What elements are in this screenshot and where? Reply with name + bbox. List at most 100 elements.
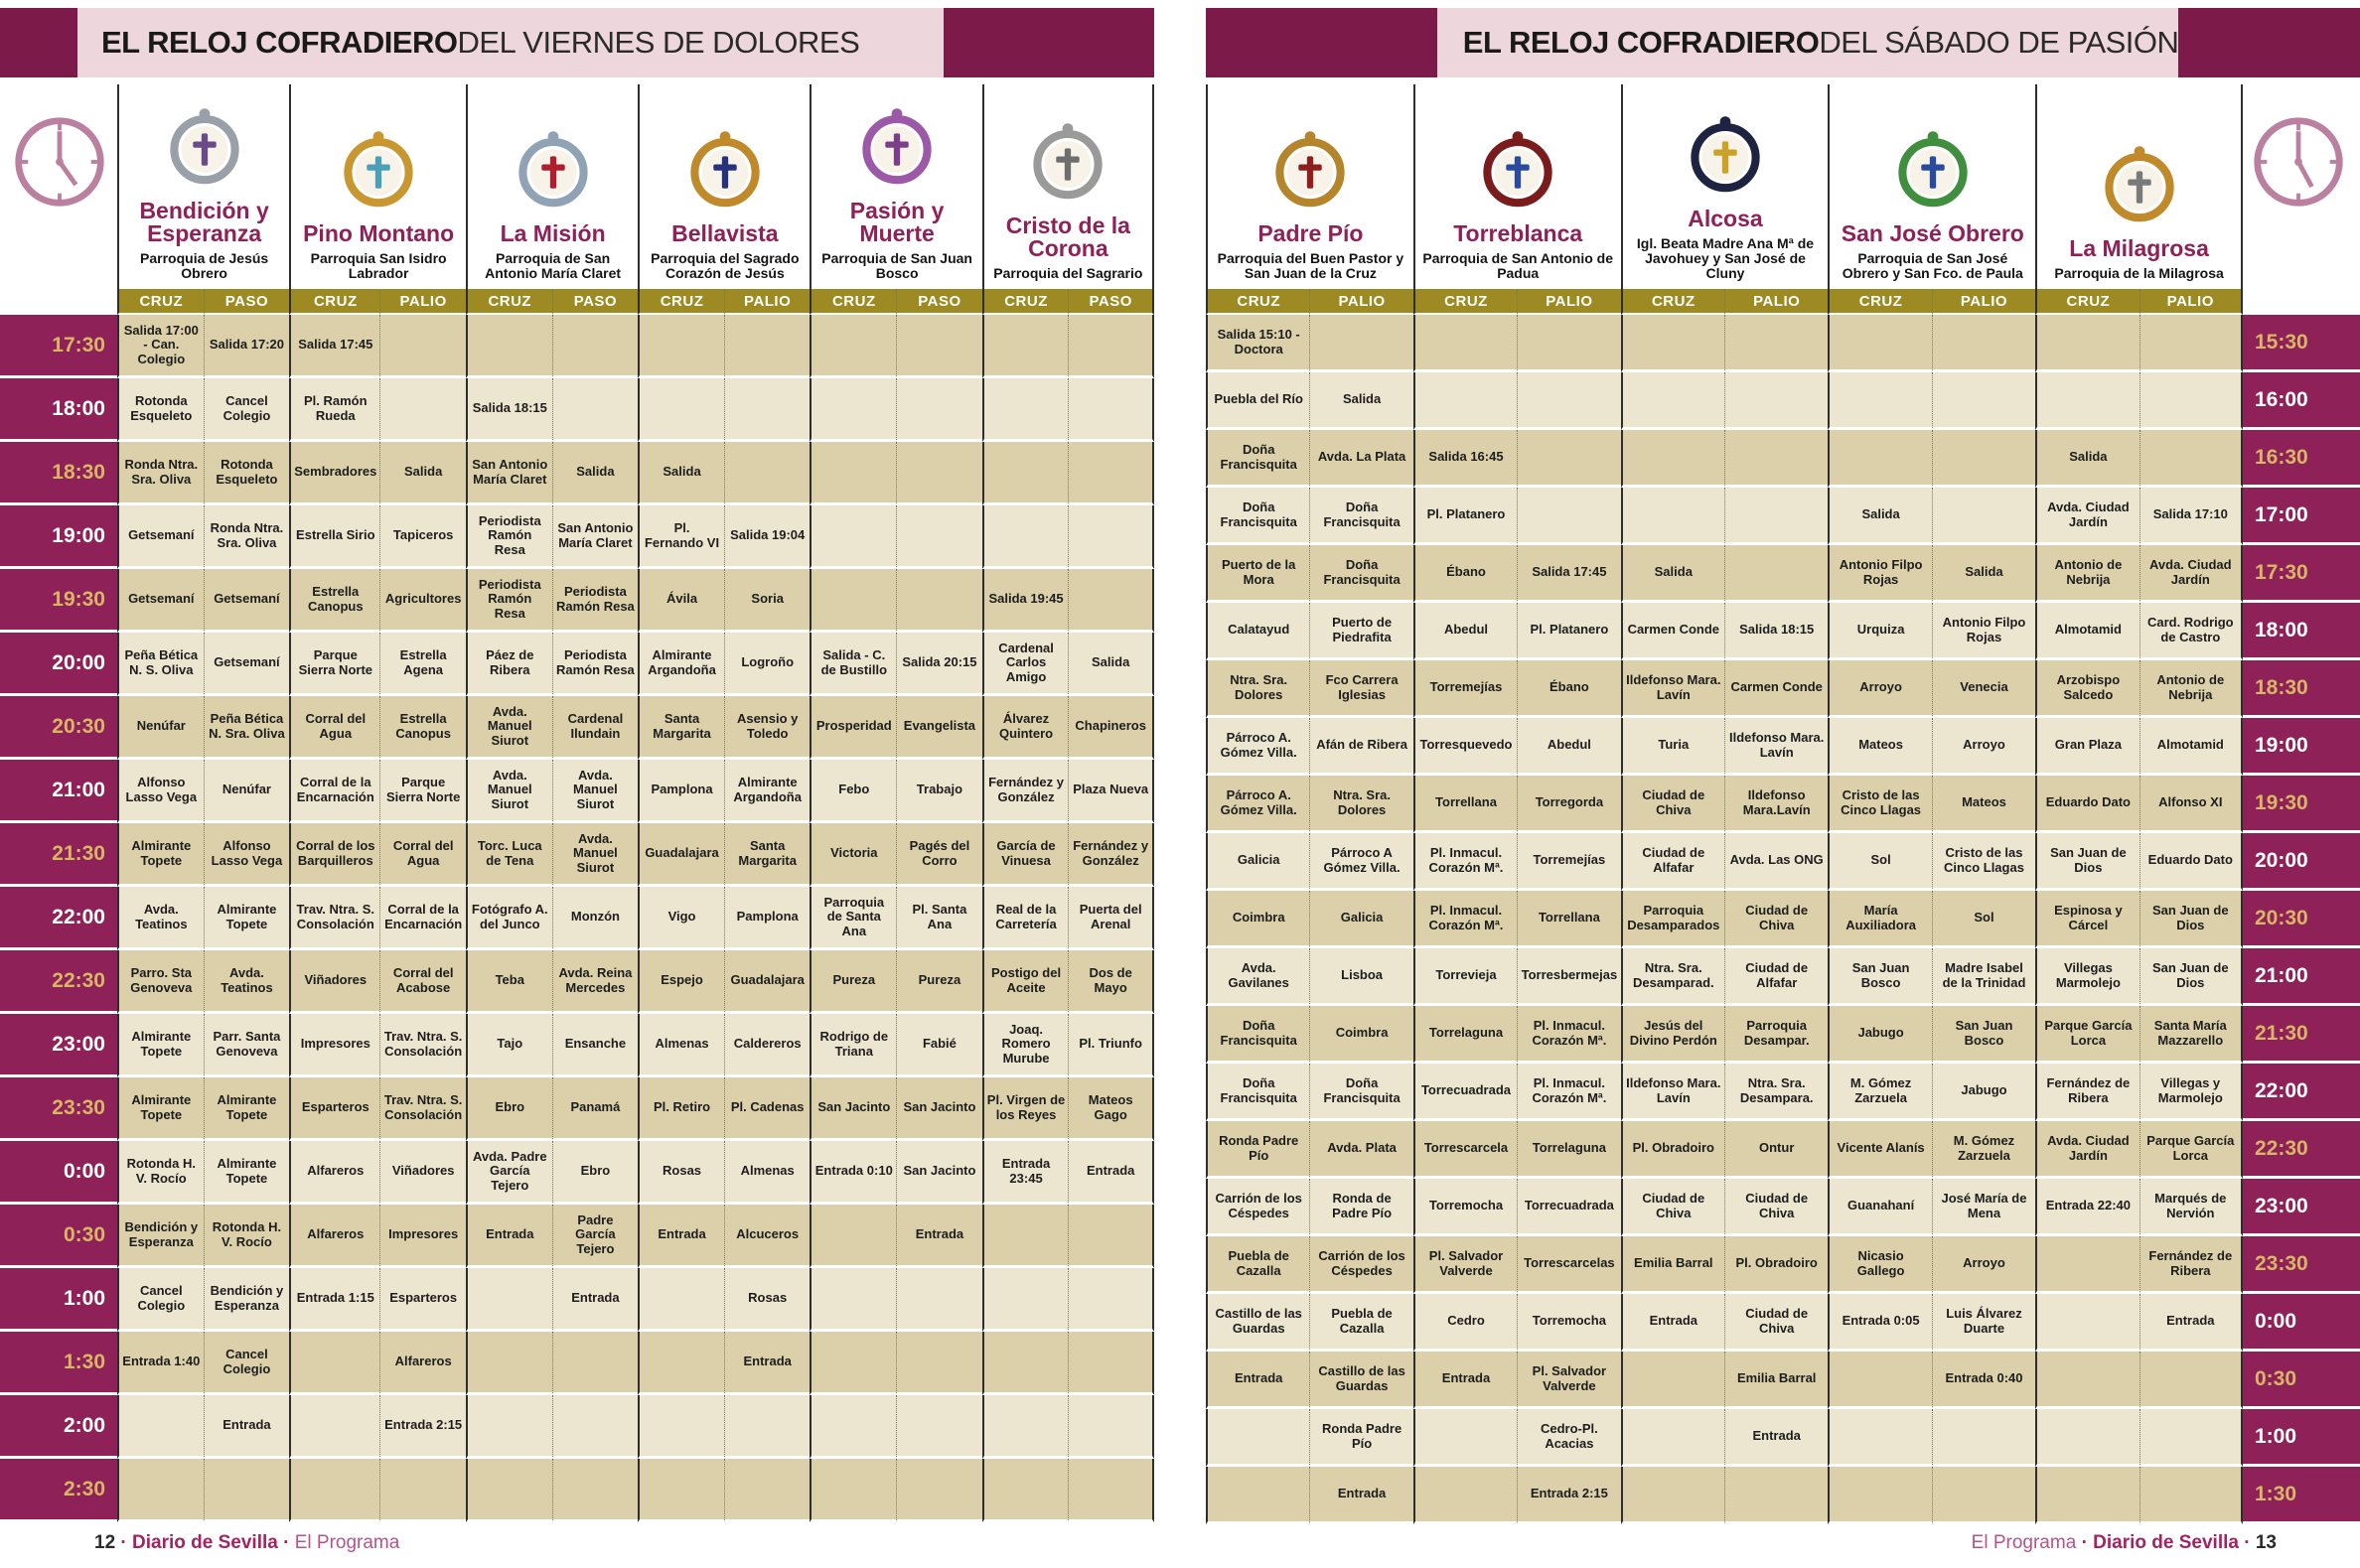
schedule-cell: Torresbermejas bbox=[1517, 948, 1621, 1006]
schedule-cell: Pagés del Corro bbox=[896, 823, 982, 887]
schedule-cell: Caldereros bbox=[723, 1014, 811, 1077]
schedule-cell: Getsemaní bbox=[117, 505, 204, 569]
schedule-cell bbox=[1724, 1467, 1829, 1524]
schedule-cell: Salida bbox=[551, 442, 639, 505]
schedule-cell: María Auxiliadora bbox=[1828, 891, 1932, 948]
schedule-cell: Avda. La Plata bbox=[1309, 430, 1413, 488]
schedule-cell: Salida bbox=[638, 442, 724, 505]
time-column-spacer bbox=[0, 289, 117, 315]
schedule-cell: Entrada bbox=[1620, 1294, 1724, 1352]
time-cell: 0:30 bbox=[2243, 1352, 2360, 1409]
schedule-cell: Rosas bbox=[723, 1268, 811, 1332]
schedule-cell: Arzobispo Salcedo bbox=[2035, 660, 2139, 718]
schedule-cell: Avda. Ciudad Jardín bbox=[2035, 488, 2139, 545]
hermandad-name: Bendición y Esperanza bbox=[139, 197, 269, 247]
schedule-cell: Torremejías bbox=[1517, 833, 1621, 891]
time-cell: 17:30 bbox=[2243, 545, 2360, 603]
schedule-cell: Parque Sierra Norte bbox=[379, 760, 466, 823]
schedule-cell bbox=[1931, 315, 2036, 372]
time-cell: 22:30 bbox=[2243, 1121, 2360, 1179]
section-name: El Programa bbox=[294, 1532, 400, 1553]
schedule-cell: Abedul bbox=[1412, 603, 1518, 660]
schedule-cell: Pl. Santa Ana bbox=[896, 887, 982, 950]
schedule-cell: Cedro bbox=[1412, 1294, 1518, 1352]
schedule-cell: Pl. Cadenas bbox=[723, 1077, 811, 1141]
schedule-cell: Getsemaní bbox=[203, 633, 290, 696]
schedule-cell: Almirante Topete bbox=[117, 823, 204, 887]
schedule-cell: Pl. Inmacul. Corazón Mª. bbox=[1517, 1064, 1621, 1121]
schedule-cell bbox=[2035, 1467, 2139, 1524]
schedule-cell bbox=[896, 1268, 982, 1332]
schedule-cell: Entrada 1:40 bbox=[117, 1332, 204, 1395]
schedule-cell bbox=[551, 378, 639, 442]
schedule-cell: Salida 17:10 bbox=[2139, 488, 2243, 545]
schedule-cell: Torrellana bbox=[1517, 891, 1621, 948]
schedule-cell: Entrada bbox=[896, 1205, 982, 1268]
parish-name: Igl. Beata Madre Ana Mª de Javohuey y Sa… bbox=[1636, 234, 1815, 281]
subcol-header: PALIO bbox=[1309, 289, 1413, 315]
schedule-cell: Cardenal Ilundain bbox=[551, 696, 639, 760]
crest-icon bbox=[1265, 124, 1355, 218]
schedule-cell: Victoria bbox=[810, 823, 897, 887]
schedule-cell: Viñadores bbox=[379, 1141, 466, 1205]
parish-name: Parroquia de Jesús Obrero bbox=[140, 249, 269, 281]
schedule-cell bbox=[379, 378, 466, 442]
page-title-rest: DEL VIERNES DE DOLORES bbox=[457, 25, 860, 60]
schedule-cell: Salida bbox=[2035, 430, 2139, 488]
subcol-header: CRUZ bbox=[1828, 289, 1932, 315]
time-cell: 21:00 bbox=[0, 760, 117, 823]
schedule-cell: Puebla del Río bbox=[1206, 372, 1310, 430]
schedule-cell: Ciudad de Chiva bbox=[1724, 1294, 1829, 1352]
table-area-right: Padre Pío Parroquia del Buen Pastor y San… bbox=[1206, 84, 2360, 1524]
schedule-cell: Alcuceros bbox=[723, 1205, 811, 1268]
schedule-cell: Entrada bbox=[1309, 1467, 1413, 1524]
schedule-cell: Peña Bética N. Sra. Oliva bbox=[203, 696, 290, 760]
schedule-cell: Avda. Reina Mercedes bbox=[551, 950, 639, 1014]
time-cell: 16:30 bbox=[2243, 430, 2360, 488]
crest-icon bbox=[852, 101, 942, 196]
time-cell: 2:30 bbox=[0, 1459, 117, 1522]
schedule-cell bbox=[2035, 1236, 2139, 1294]
schedule-cell: Impresores bbox=[379, 1205, 466, 1268]
schedule-cell: Emilia Barral bbox=[1620, 1236, 1724, 1294]
schedule-cell: Guanahaní bbox=[1828, 1179, 1932, 1236]
schedule-cell: Alfareros bbox=[379, 1332, 466, 1395]
crest-icon bbox=[1473, 124, 1562, 218]
schedule-cell bbox=[896, 1395, 982, 1459]
schedule-cell: Almirante Argandoña bbox=[638, 633, 724, 696]
schedule-cell: Corral del Acabose bbox=[379, 950, 466, 1014]
schedule-cell: San Juan de Dios bbox=[2035, 833, 2139, 891]
schedule-cell: Ciudad de Chiva bbox=[1724, 1179, 1829, 1236]
schedule-cell bbox=[1206, 1409, 1310, 1467]
schedule-cell bbox=[289, 1332, 380, 1395]
footer-separator: · bbox=[283, 1532, 295, 1553]
schedule-cell bbox=[1517, 315, 1621, 372]
schedule-cell: Calatayud bbox=[1206, 603, 1310, 660]
schedule-cell bbox=[1931, 488, 2036, 545]
schedule-cell: Estrella Agena bbox=[379, 633, 466, 696]
schedule-cell: Avda. Manuel Siurot bbox=[465, 760, 552, 823]
schedule-cell: Real de la Carretería bbox=[981, 887, 1069, 950]
schedule-cell: Estrella Sirio bbox=[289, 505, 380, 569]
schedule-cell bbox=[981, 1395, 1069, 1459]
schedule-cell: Cristo de las Cinco Llagas bbox=[1931, 833, 2036, 891]
page-title-rest: DEL SÁBADO DE PASIÓN bbox=[1819, 25, 2179, 60]
schedule-cell: Entrada 23:45 bbox=[981, 1141, 1069, 1205]
schedule-cell: Esparteros bbox=[289, 1077, 380, 1141]
schedule-cell bbox=[2035, 1352, 2139, 1409]
schedule-cell bbox=[465, 1459, 552, 1522]
schedule-cell: Salida bbox=[1931, 545, 2036, 603]
schedule-cell: Pl. Platanero bbox=[1412, 488, 1518, 545]
subcol-header: PALIO bbox=[1931, 289, 2036, 315]
schedule-cell: Jabugo bbox=[1828, 1006, 1932, 1064]
schedule-cell: Bendición y Esperanza bbox=[203, 1268, 290, 1332]
schedule-cell: Almenas bbox=[723, 1141, 811, 1205]
header-band: EL RELOJ COFRADIERO DEL SÁBADO DE PASIÓN bbox=[1206, 8, 2360, 77]
schedule-cell: Antonio Filpo Rojas bbox=[1828, 545, 1932, 603]
schedule-cell: Alfonso Lasso Vega bbox=[203, 823, 290, 887]
schedule-cell bbox=[1412, 1409, 1518, 1467]
schedule-cell: Castillo de las Guardas bbox=[1206, 1294, 1310, 1352]
hermandad-header: La Misión Parroquia de San Antonio María … bbox=[465, 84, 639, 289]
schedule-cell bbox=[1724, 315, 1829, 372]
hermandad-name: Torreblanca bbox=[1453, 220, 1583, 247]
